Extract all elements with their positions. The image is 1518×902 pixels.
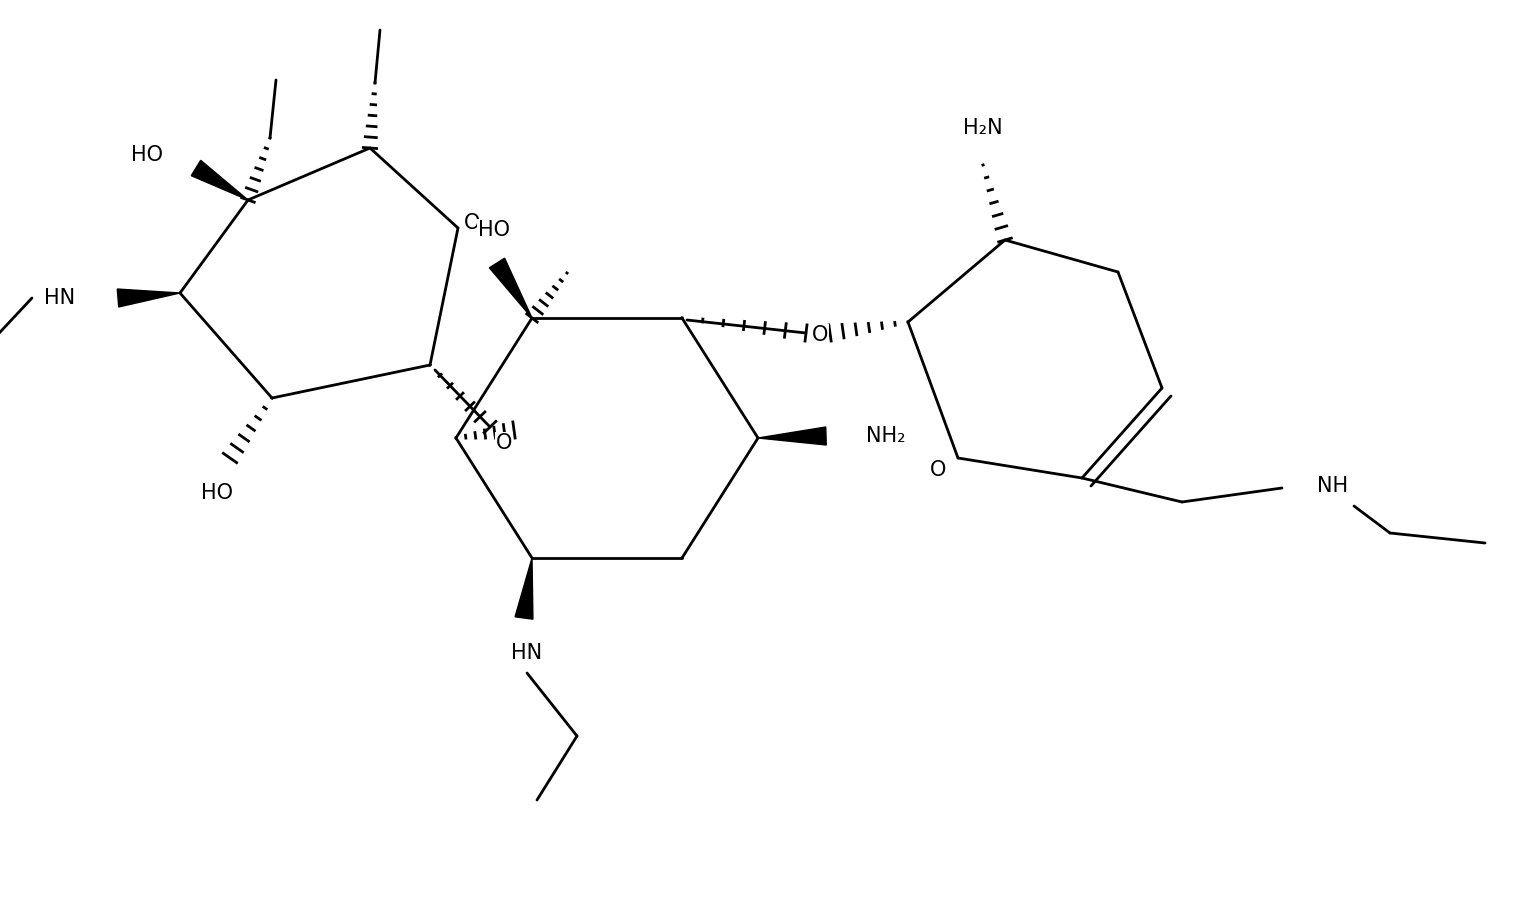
Text: NH: NH [1318,476,1348,496]
Text: H₂N: H₂N [964,118,1003,138]
Text: HO: HO [200,483,232,503]
Text: HO: HO [131,145,162,165]
Polygon shape [191,161,247,200]
Polygon shape [757,427,826,445]
Text: O: O [812,325,829,345]
Polygon shape [489,258,531,318]
Text: HN: HN [512,643,542,663]
Text: NH₂: NH₂ [865,426,906,446]
Polygon shape [117,289,181,307]
Text: HN: HN [44,288,74,308]
Polygon shape [515,558,533,619]
Text: O: O [496,433,512,453]
Text: HO: HO [478,220,510,240]
Text: O: O [465,213,480,233]
Text: O: O [931,460,946,480]
